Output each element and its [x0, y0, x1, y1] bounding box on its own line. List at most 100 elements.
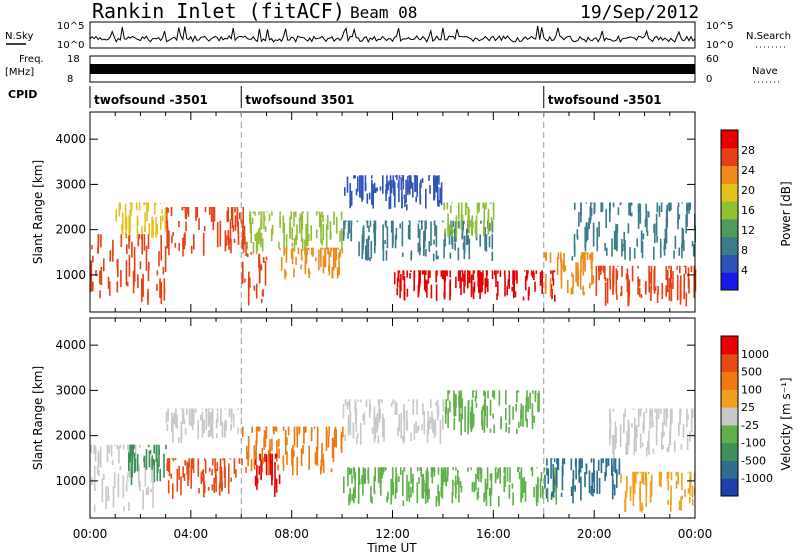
range-time-cell	[640, 408, 642, 411]
range-time-cell	[531, 467, 534, 477]
range-time-cell	[691, 485, 694, 498]
range-time-cell	[211, 469, 213, 476]
range-time-cell	[406, 288, 409, 297]
range-time-cell	[663, 431, 665, 436]
range-time-cell	[112, 486, 115, 508]
range-time-cell	[370, 240, 373, 259]
range-time-cell	[525, 396, 528, 412]
range-time-cell	[460, 202, 463, 221]
range-time-cell	[620, 202, 622, 204]
range-time-cell	[604, 282, 607, 306]
range-time-cell	[391, 485, 394, 495]
range-time-cell	[595, 265, 598, 280]
range-time-cell	[666, 447, 669, 453]
range-time-cell	[195, 207, 197, 221]
range-time-cell	[127, 472, 129, 477]
range-time-cell	[418, 220, 420, 223]
range-time-cell	[255, 233, 258, 255]
range-time-cell	[692, 244, 695, 257]
range-time-cell	[554, 294, 556, 302]
range-time-cell	[347, 467, 349, 487]
range-time-cell	[495, 270, 497, 287]
range-time-cell	[525, 404, 527, 422]
range-time-cell	[208, 467, 211, 472]
range-time-cell	[362, 474, 364, 496]
range-time-cell	[138, 234, 141, 239]
range-time-cell	[319, 247, 322, 260]
range-time-cell	[589, 254, 591, 260]
range-time-cell	[554, 467, 557, 484]
range-time-cell	[585, 222, 588, 243]
range-time-cell	[600, 202, 602, 213]
range-time-cell	[373, 406, 376, 425]
range-time-cell	[376, 414, 378, 433]
range-time-cell	[437, 175, 440, 180]
range-time-cell	[449, 252, 452, 259]
range-time-cell	[516, 390, 518, 403]
range-time-cell	[292, 444, 294, 459]
range-time-cell	[94, 487, 96, 492]
range-time-cell	[224, 408, 226, 410]
range-time-cell	[150, 458, 152, 470]
range-time-cell	[467, 277, 470, 283]
range-time-cell	[250, 459, 253, 472]
range-time-cell	[530, 270, 533, 276]
range-time-cell	[539, 271, 542, 286]
colorbar-tick-label: -100	[741, 437, 766, 450]
range-time-cell	[534, 281, 536, 292]
range-time-cell	[440, 487, 442, 497]
range-time-cell	[650, 297, 652, 301]
range-time-cell	[402, 470, 404, 497]
range-time-cell	[551, 288, 553, 300]
range-time-cell	[675, 480, 678, 489]
range-time-cell	[122, 475, 125, 499]
range-time-cell	[582, 285, 584, 295]
range-time-cell	[416, 399, 418, 415]
range-time-cell	[117, 473, 120, 498]
range-time-cell	[382, 240, 385, 262]
range-time-cell	[605, 458, 607, 477]
range-time-cell	[331, 267, 333, 279]
range-time-cell	[156, 224, 158, 235]
range-time-cell	[455, 215, 458, 239]
range-time-cell	[174, 458, 177, 460]
range-time-cell	[325, 426, 328, 451]
range-time-cell	[209, 411, 212, 436]
range-time-cell	[471, 482, 474, 492]
range-time-cell	[285, 234, 288, 254]
range-time-cell	[419, 270, 421, 283]
range-time-cell	[677, 471, 679, 485]
range-time-cell	[443, 467, 445, 482]
range-time-cell	[315, 211, 318, 216]
range-time-cell	[344, 399, 347, 406]
range-time-cell	[506, 286, 508, 296]
range-time-cell	[499, 467, 501, 484]
range-time-cell	[196, 207, 199, 218]
range-time-cell	[340, 211, 343, 221]
range-time-cell	[295, 235, 297, 245]
range-time-cell	[224, 230, 227, 252]
range-time-cell	[425, 188, 427, 209]
range-time-cell	[498, 390, 501, 406]
range-time-cell	[665, 408, 667, 413]
colorbar-tick-label: 500	[741, 366, 762, 379]
range-time-cell	[429, 270, 431, 278]
range-time-cell	[349, 183, 351, 209]
range-time-cell	[190, 466, 192, 489]
range-time-cell	[331, 437, 334, 458]
range-time-cell	[379, 186, 382, 191]
range-time-cell	[335, 429, 337, 443]
range-time-cell	[602, 458, 604, 464]
range-time-cell	[170, 207, 173, 216]
range-time-cell	[573, 233, 576, 250]
range-time-cell	[178, 437, 180, 443]
range-time-cell	[455, 235, 457, 242]
range-time-cell	[278, 438, 280, 447]
range-time-cell	[156, 458, 159, 482]
range-time-cell	[204, 207, 207, 213]
range-time-cell	[661, 283, 663, 287]
range-time-cell	[508, 419, 511, 424]
range-time-cell	[612, 408, 615, 413]
range-time-cell	[328, 426, 330, 437]
range-time-cell	[361, 475, 363, 484]
